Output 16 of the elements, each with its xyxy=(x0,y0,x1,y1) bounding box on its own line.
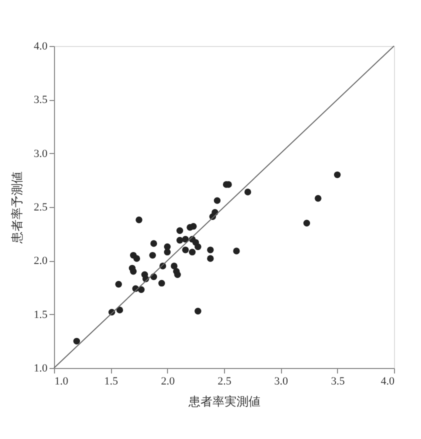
y-axis-title: 患者率予測値 xyxy=(10,172,24,244)
x-tick-label: 1.5 xyxy=(104,376,119,388)
y-tick-label: 4.0 xyxy=(34,40,48,52)
y-tick-label: 2.5 xyxy=(34,202,48,214)
x-tick-label: 2.5 xyxy=(218,376,232,388)
x-tick-label: 3.0 xyxy=(274,376,289,388)
x-tick-label: 1.0 xyxy=(54,376,69,388)
y-tick-label: 1.5 xyxy=(34,308,48,321)
y-tick-label: 3.5 xyxy=(34,94,48,106)
x-tick-label: 2.0 xyxy=(160,376,176,388)
x-axis-title: 患者率実測値 xyxy=(188,394,260,408)
x-tick-label: 3.5 xyxy=(330,376,346,388)
y-tick-label: 3.0 xyxy=(34,148,48,160)
x-tick-label: 4.0 xyxy=(380,376,395,388)
y-tick-label: 1.0 xyxy=(34,362,48,374)
y-tick-label: 2.0 xyxy=(34,255,48,268)
